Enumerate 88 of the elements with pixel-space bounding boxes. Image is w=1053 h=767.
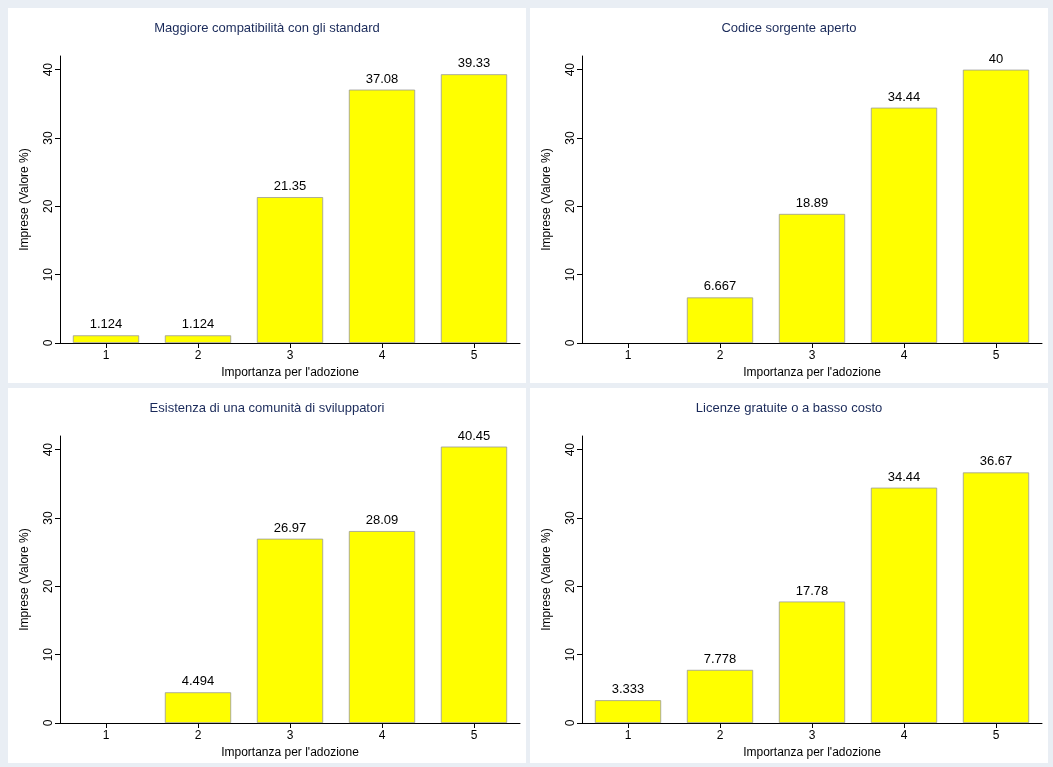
data-label: 37.08: [365, 70, 399, 86]
data-label: 1.124: [89, 316, 123, 332]
x-tick-label: 1: [102, 728, 110, 742]
data-label: 28.09: [365, 512, 399, 528]
bar: [440, 74, 508, 343]
y-tick-label: 20: [41, 579, 55, 594]
y-tick-label: 30: [41, 511, 55, 525]
y-tick-label: 30: [563, 131, 577, 145]
x-axis-title: Importanza per l'adozione: [221, 744, 360, 759]
y-tick-label: 40: [41, 442, 55, 457]
bar: [962, 472, 1030, 723]
x-tick-label: 3: [286, 728, 294, 742]
y-tick-label: 0: [563, 719, 577, 727]
y-axis-title: Imprese (Valore %): [17, 528, 31, 631]
x-tick-label: 3: [808, 728, 816, 742]
bar: [72, 335, 140, 343]
x-tick-label: 2: [194, 348, 202, 362]
data-label: 40: [988, 50, 1004, 66]
y-tick-label: 30: [41, 131, 55, 145]
bar: [594, 700, 662, 723]
x-tick-label: 5: [470, 348, 478, 362]
bar: [870, 107, 938, 343]
bar: [870, 487, 938, 723]
y-tick-label: 30: [563, 511, 577, 525]
bar: [962, 69, 1030, 343]
y-tick-label: 20: [563, 579, 577, 594]
x-tick-label: 4: [900, 348, 908, 362]
data-label: 34.44: [887, 88, 921, 104]
y-tick-label: 0: [41, 339, 55, 347]
data-label: 17.78: [795, 582, 829, 598]
y-tick-label: 10: [41, 267, 55, 282]
y-tick-label: 40: [563, 442, 577, 457]
x-tick-label: 1: [624, 728, 632, 742]
x-tick-label: 5: [992, 348, 1000, 362]
data-label: 26.97: [273, 519, 307, 535]
chart-title: Licenze gratuite o a basso costo: [695, 400, 883, 415]
x-axis-title: Importanza per l'adozione: [743, 744, 882, 759]
x-tick-label: 2: [716, 348, 724, 362]
y-tick-label: 10: [563, 267, 577, 282]
data-label: 7.778: [703, 650, 737, 666]
y-tick-label: 0: [41, 719, 55, 727]
data-label: 18.89: [795, 194, 829, 210]
bar: [256, 538, 324, 723]
data-label: 34.44: [887, 468, 921, 484]
y-tick-label: 40: [41, 62, 55, 77]
x-tick-label: 4: [378, 728, 386, 742]
data-label: 21.35: [273, 178, 307, 194]
bar: [164, 692, 232, 723]
bar: [348, 531, 416, 723]
x-tick-label: 3: [286, 348, 294, 362]
x-tick-label: 3: [808, 348, 816, 362]
data-label: 39.33: [457, 55, 491, 71]
x-tick-label: 2: [716, 728, 724, 742]
data-label: 6.667: [703, 278, 737, 294]
y-tick-label: 10: [41, 647, 55, 662]
y-tick-label: 40: [563, 62, 577, 77]
x-tick-label: 5: [992, 728, 1000, 742]
y-tick-label: 20: [41, 199, 55, 214]
bar: [348, 89, 416, 343]
y-axis-title: Imprese (Valore %): [539, 528, 553, 631]
x-tick-label: 4: [378, 348, 386, 362]
x-tick-label: 4: [900, 728, 908, 742]
data-label: 3.333: [611, 681, 645, 697]
data-label: 40.45: [457, 427, 491, 443]
data-label: 1.124: [181, 316, 215, 332]
bar: [686, 297, 754, 343]
x-tick-label: 2: [194, 728, 202, 742]
y-axis-title: Imprese (Valore %): [539, 148, 553, 251]
bar: [686, 669, 754, 723]
x-tick-label: 1: [102, 348, 110, 362]
bar: [440, 446, 508, 723]
data-label: 4.494: [181, 673, 215, 689]
bar: [778, 601, 846, 723]
chart-title: Maggiore compatibilità con gli standard: [154, 20, 380, 35]
x-tick-label: 1: [624, 348, 632, 362]
y-tick-label: 0: [563, 339, 577, 347]
x-tick-label: 5: [470, 728, 478, 742]
bar: [164, 335, 232, 343]
bar: [256, 197, 324, 343]
y-axis-title: Imprese (Valore %): [17, 148, 31, 251]
bar: [778, 213, 846, 343]
data-label: 36.67: [979, 453, 1013, 469]
x-axis-title: Importanza per l'adozione: [221, 364, 360, 379]
y-tick-label: 20: [563, 199, 577, 214]
y-tick-label: 10: [563, 647, 577, 662]
chart-title: Codice sorgente aperto: [721, 20, 857, 35]
chart-title: Esistenza di una comunità di sviluppatori: [149, 400, 385, 415]
x-axis-title: Importanza per l'adozione: [743, 364, 882, 379]
